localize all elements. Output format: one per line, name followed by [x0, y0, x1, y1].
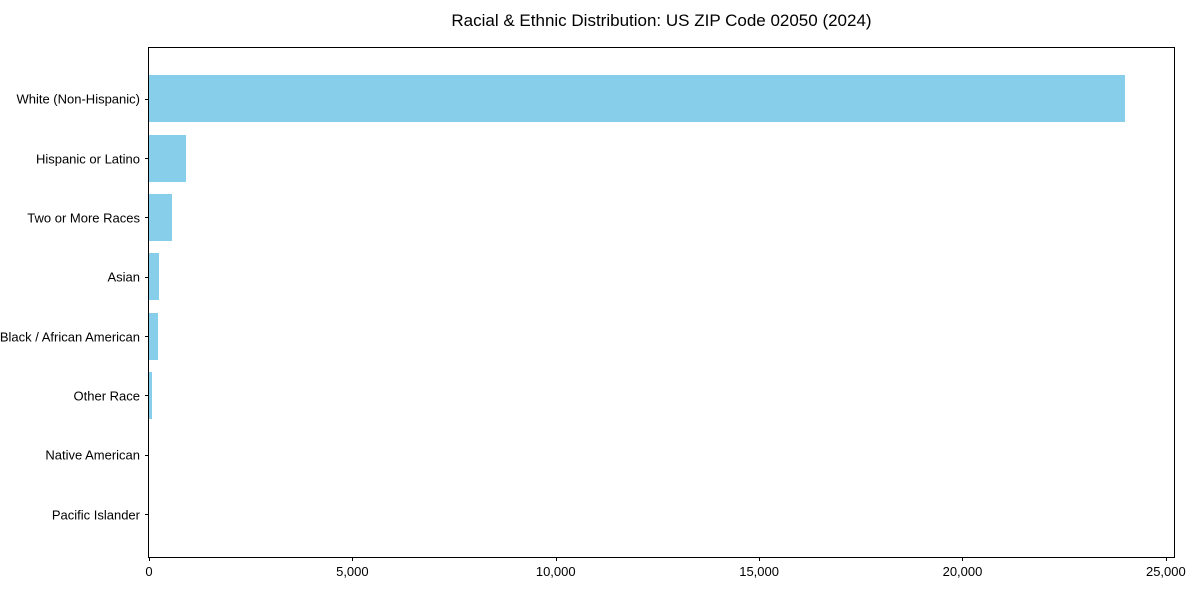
x-tick-mark [1165, 557, 1167, 561]
x-tick-label: 10,000 [535, 564, 576, 579]
x-tick-mark [962, 557, 964, 561]
y-tick-mark [145, 395, 149, 397]
y-tick-mark [145, 276, 149, 278]
x-tick-mark [149, 557, 150, 561]
plot-area: White (Non-Hispanic) Hispanic or Latino Tw… [0, 47, 1186, 579]
y-tick-label: Asian [107, 269, 140, 285]
bar [149, 193, 172, 241]
y-tick-label: Hispanic or Latino [35, 151, 140, 167]
y-tick-mark [145, 454, 149, 456]
y-tick-mark [145, 514, 149, 515]
x-tick-label: 15,000 [739, 564, 779, 579]
bar [149, 134, 186, 182]
x-tick-mark [352, 557, 354, 561]
y-tick-mark [145, 98, 149, 100]
y-tick-label: Native American [45, 447, 140, 463]
bar [149, 75, 1126, 123]
bar [149, 312, 159, 360]
bar [149, 253, 160, 301]
y-tick-label: Other Race [73, 388, 140, 404]
y-tick-mark [145, 217, 149, 219]
y-tick-mark [145, 158, 149, 160]
x-tick-label: 20,000 [942, 564, 983, 579]
x-tick-label: 0 [145, 564, 153, 579]
x-tick-label: 5,000 [336, 564, 369, 579]
y-tick-label: White (Non-Hispanic) [16, 91, 140, 107]
y-tick-label: Two or More Races [27, 210, 140, 226]
y-tick-label: Black / African American [0, 329, 140, 345]
x-tick-mark [759, 557, 761, 561]
x-tick-label: 25,000 [1145, 564, 1186, 579]
bar [149, 371, 152, 419]
y-tick-mark [145, 336, 149, 338]
chart-title: Racial & Ethnic Distribution: US ZIP Cod… [451, 11, 872, 30]
x-tick-mark [555, 557, 557, 561]
y-tick-label: Pacific Islander [51, 507, 140, 522]
